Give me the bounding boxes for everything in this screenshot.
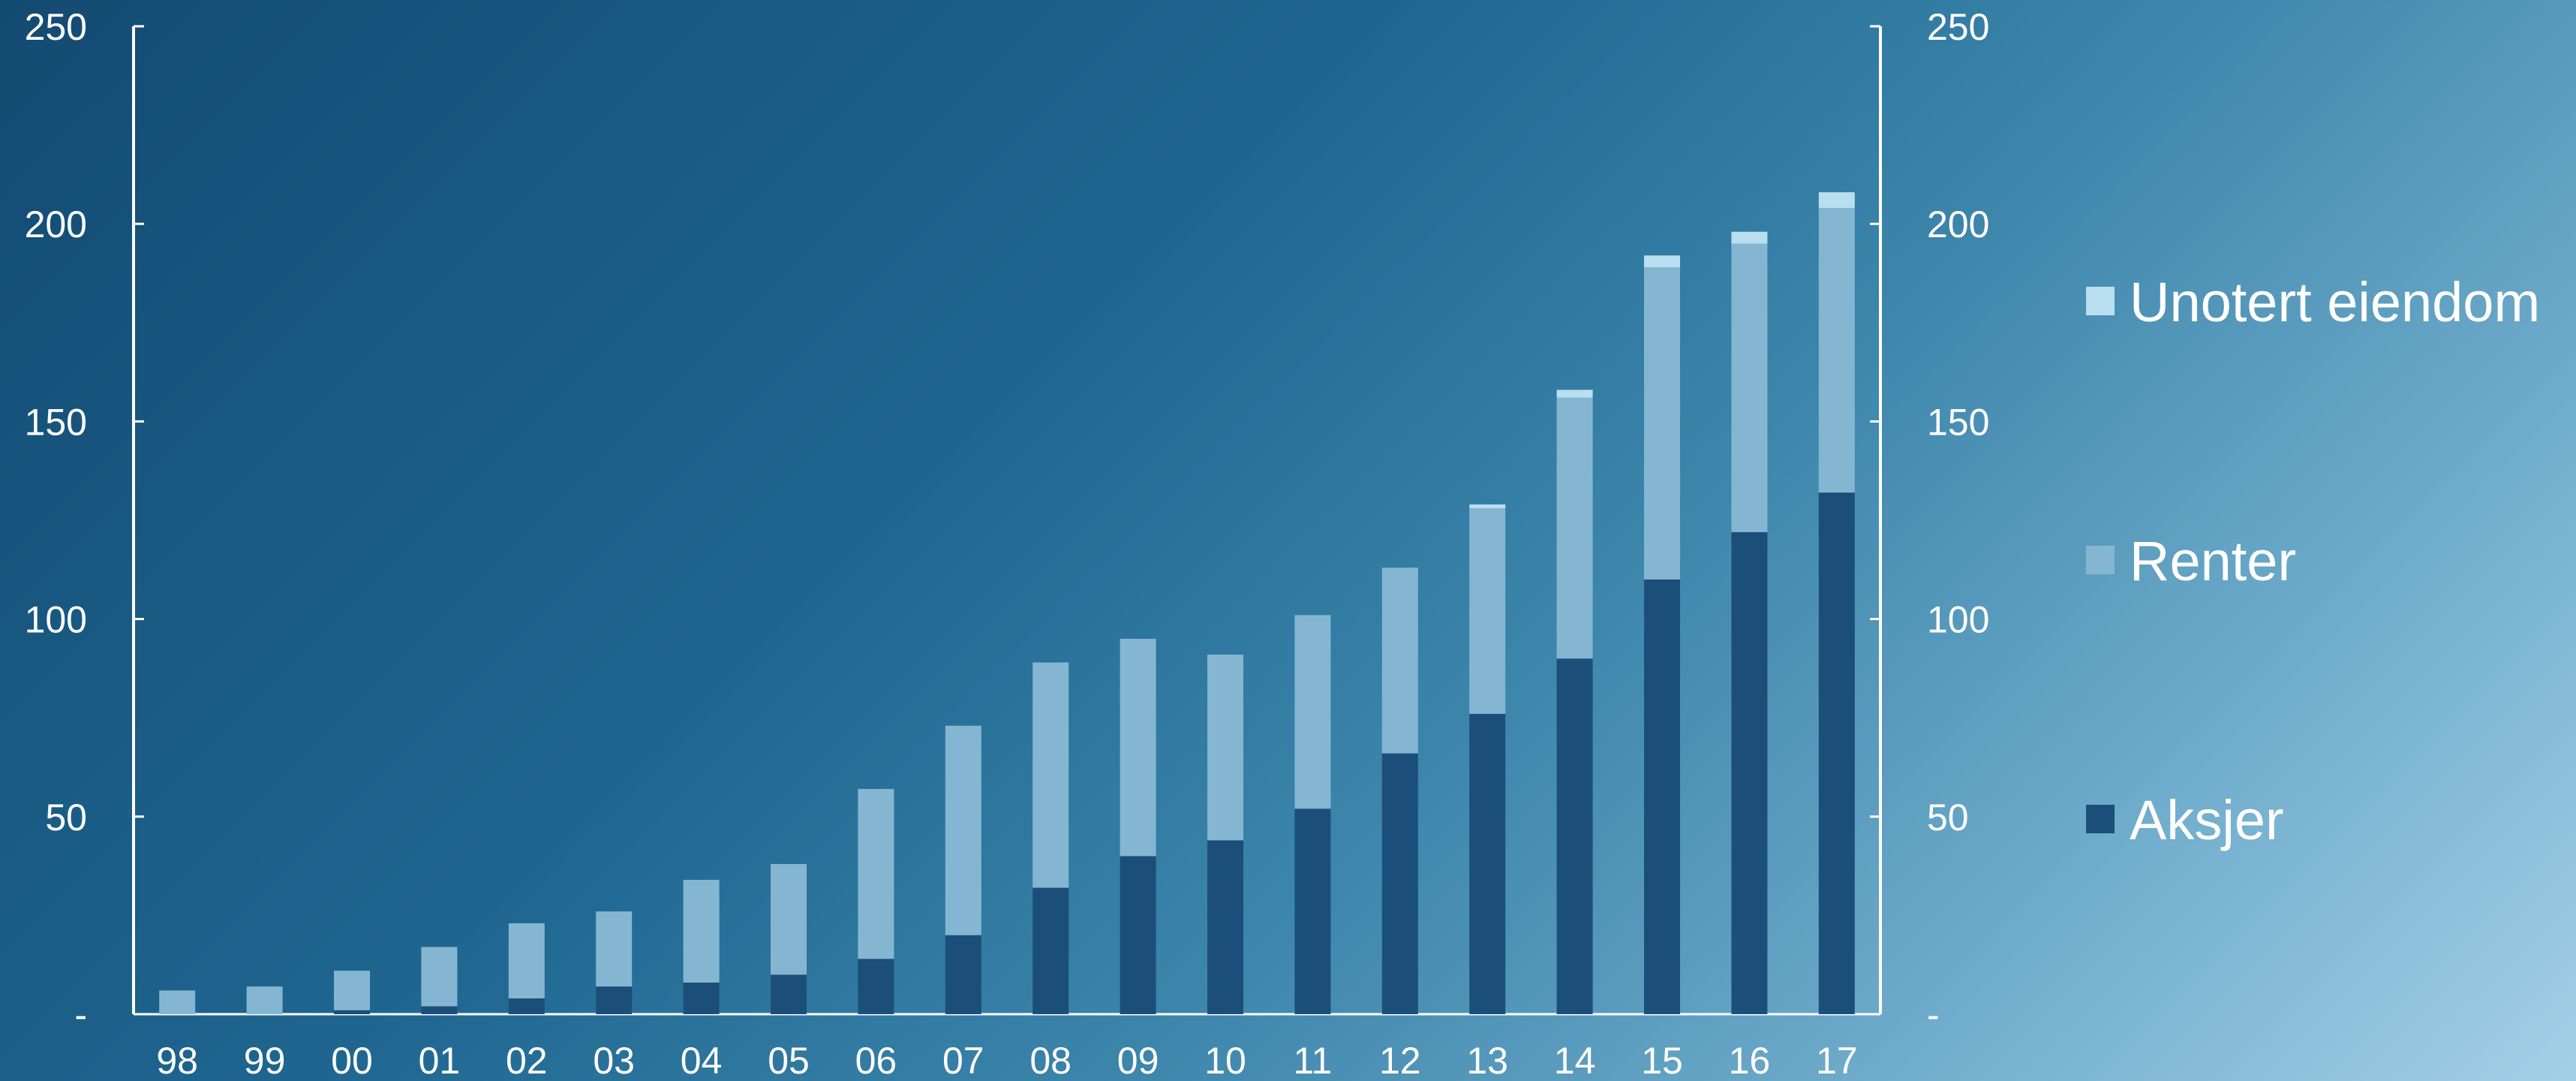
legend-swatch: [2086, 287, 2115, 315]
left-y-tick-label: 200: [25, 203, 87, 245]
bar-renter: [334, 971, 370, 1010]
x-tick-label: 04: [681, 1040, 723, 1081]
legend-swatch: [2086, 805, 2115, 833]
bar-aksjer: [596, 986, 633, 1014]
right-y-tick-label: 50: [1927, 796, 1969, 839]
x-tick-label: 05: [768, 1040, 810, 1081]
bar-renter: [683, 880, 720, 983]
left-y-tick-label: 50: [45, 796, 87, 839]
legend-swatch: [2086, 546, 2115, 574]
bar-unotert-eiendom: [1556, 390, 1593, 398]
x-tick-label: 00: [331, 1040, 373, 1081]
right-y-tick-label: 150: [1927, 401, 1989, 443]
bar-renter: [1818, 208, 1855, 493]
right-y-tick-label: -: [1927, 994, 1940, 1036]
left-y-tick-label: 150: [25, 401, 87, 443]
bar-renter: [159, 990, 196, 1014]
left-y-tick-label: 250: [25, 6, 87, 48]
bar-aksjer: [1469, 713, 1506, 1014]
x-tick-label: 99: [244, 1040, 286, 1081]
x-tick-label: 10: [1204, 1040, 1246, 1081]
right-y-tick-label: 200: [1927, 203, 1989, 245]
bar-aksjer: [771, 974, 807, 1014]
bar-renter: [421, 947, 458, 1007]
bar-aksjer: [1556, 658, 1593, 1014]
bar-aksjer: [1207, 840, 1243, 1014]
legend-label: Renter: [2130, 530, 2296, 592]
bar-aksjer: [945, 935, 981, 1014]
x-tick-label: 06: [855, 1040, 897, 1081]
bar-renter: [1469, 508, 1506, 714]
x-tick-label: 01: [419, 1040, 461, 1081]
legend-label: Aksjer: [2130, 789, 2284, 851]
bar-renter: [1381, 568, 1418, 754]
x-tick-label: 98: [156, 1040, 198, 1081]
left-y-tick-label: 100: [25, 599, 87, 641]
x-tick-label: 15: [1641, 1040, 1683, 1081]
bar-aksjer: [1818, 492, 1855, 1014]
bar-renter: [1207, 654, 1243, 841]
right-y-tick-label: 100: [1927, 599, 1989, 641]
bar-unotert-eiendom: [1818, 192, 1855, 209]
bar-renter: [1644, 267, 1680, 580]
x-tick-label: 09: [1117, 1040, 1159, 1081]
x-tick-label: 02: [506, 1040, 548, 1081]
bar-aksjer: [1033, 887, 1069, 1014]
bar-renter: [1033, 662, 1069, 888]
bar-renter: [1294, 615, 1331, 809]
x-tick-label: 13: [1466, 1040, 1508, 1081]
bar-renter: [771, 863, 807, 975]
bar-aksjer: [1381, 753, 1418, 1014]
bar-aksjer: [334, 1010, 370, 1014]
x-tick-label: 07: [942, 1040, 984, 1081]
bar-aksjer: [508, 998, 545, 1014]
bar-renter: [596, 911, 633, 987]
bar-aksjer: [1294, 808, 1331, 1014]
x-tick-label: 14: [1554, 1040, 1596, 1081]
bar-unotert-eiendom: [1644, 255, 1680, 268]
x-tick-label: 11: [1293, 1040, 1332, 1081]
bar-aksjer: [1731, 531, 1768, 1014]
bar-renter: [1556, 397, 1593, 659]
bar-aksjer: [421, 1006, 458, 1014]
x-tick-label: 16: [1729, 1040, 1771, 1081]
bar-aksjer: [683, 982, 720, 1014]
bar-renter: [246, 986, 283, 1014]
x-tick-label: 12: [1379, 1040, 1421, 1081]
bar-unotert-eiendom: [1731, 231, 1768, 244]
legend-label: Unotert eiendom: [2130, 271, 2540, 333]
bar-renter: [858, 788, 894, 959]
x-tick-label: 17: [1816, 1040, 1858, 1081]
bar-renter: [1731, 243, 1768, 532]
bar-renter: [508, 923, 545, 998]
bar-aksjer: [1120, 856, 1156, 1014]
bar-aksjer: [1644, 579, 1680, 1014]
right-y-tick-label: 250: [1927, 6, 1989, 48]
bar-unotert-eiendom: [1469, 504, 1506, 509]
bar-aksjer: [858, 959, 894, 1014]
x-tick-label: 03: [593, 1040, 635, 1081]
x-tick-label: 08: [1029, 1040, 1072, 1081]
left-y-tick-label: -: [74, 994, 87, 1036]
bar-renter: [945, 725, 981, 935]
bar-renter: [1120, 638, 1156, 857]
